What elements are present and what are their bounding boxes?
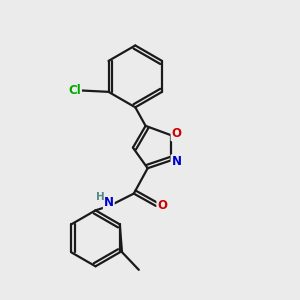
Text: N: N [104,196,114,209]
Text: Cl: Cl [68,84,81,97]
Text: N: N [172,155,182,168]
Text: H: H [96,192,104,202]
Text: O: O [172,127,182,140]
Text: O: O [158,200,167,212]
